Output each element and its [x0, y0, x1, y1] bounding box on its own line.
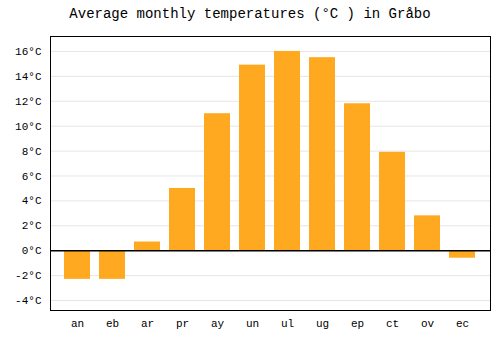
- svg-text:ec: ec: [456, 318, 469, 330]
- svg-text:ar: ar: [141, 318, 154, 330]
- svg-text:pr: pr: [176, 318, 189, 330]
- svg-text:6°C: 6°C: [22, 171, 42, 183]
- svg-text:an: an: [71, 318, 84, 330]
- svg-text:ul: ul: [281, 318, 294, 330]
- svg-text:eb: eb: [106, 318, 119, 330]
- svg-text:ov: ov: [421, 318, 435, 330]
- svg-text:12°C: 12°C: [15, 96, 42, 108]
- svg-text:14°C: 14°C: [15, 71, 42, 83]
- svg-text:0°C: 0°C: [22, 245, 42, 257]
- svg-text:2°C: 2°C: [22, 220, 42, 232]
- svg-text:8°C: 8°C: [22, 146, 42, 158]
- svg-text:ay: ay: [211, 318, 225, 330]
- svg-text:ep: ep: [351, 318, 364, 330]
- svg-text:4°C: 4°C: [22, 195, 42, 207]
- svg-text:un: un: [246, 318, 259, 330]
- svg-text:ug: ug: [316, 318, 329, 330]
- svg-text:10°C: 10°C: [15, 121, 42, 133]
- svg-text:-2°C: -2°C: [15, 270, 42, 282]
- svg-text:16°C: 16°C: [15, 46, 42, 58]
- svg-text:ct: ct: [386, 318, 399, 330]
- html-text:Average monthly temperatures (: Average monthly temperatures (°C ) in Gr…: [69, 6, 431, 22]
- svg-text:-4°C: -4°C: [15, 295, 42, 307]
